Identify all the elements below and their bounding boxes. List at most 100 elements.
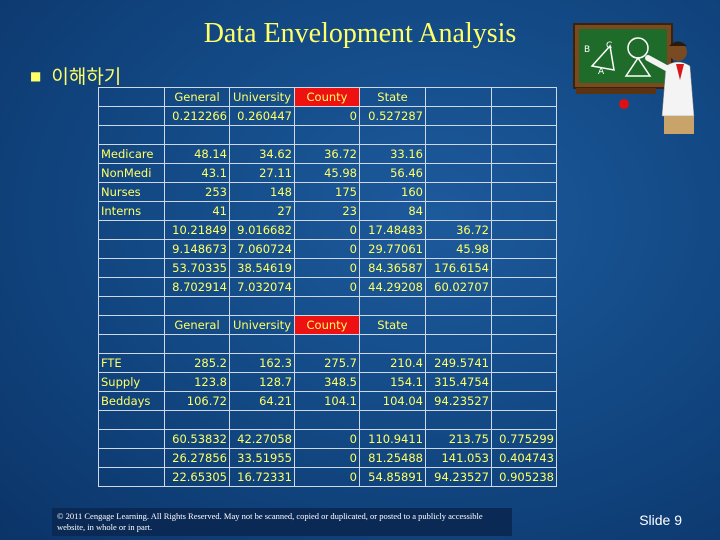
table-cell (425, 125, 492, 145)
table-cell: 94.23527 (425, 391, 492, 411)
table-cell (491, 372, 557, 392)
table-cell: 0 (294, 220, 360, 240)
table-cell (491, 163, 557, 183)
table-cell: 27 (229, 201, 295, 221)
table-cell: 7.060724 (229, 239, 295, 259)
row-label-cell (98, 87, 165, 107)
table-cell (359, 296, 426, 316)
table-cell: 162.3 (229, 353, 295, 373)
table-cell: 33.16 (359, 144, 426, 164)
table-cell (491, 410, 557, 430)
table-cell: 128.7 (229, 372, 295, 392)
row-label-cell: Medicare (98, 144, 165, 164)
table-cell (425, 334, 492, 354)
table-cell (425, 163, 492, 183)
table-cell (491, 296, 557, 316)
table-cell: 110.9411 (359, 429, 426, 449)
table-row: 8.702914 7.032074 0 44.29208 60.02707 (98, 277, 557, 297)
table-row: Medicare 48.14 34.62 36.72 33.16 (98, 144, 557, 164)
table-cell: 148 (229, 182, 295, 202)
table-cell: 48.14 (164, 144, 230, 164)
column-header-cell: General (164, 87, 230, 107)
row-label-cell (98, 334, 165, 354)
data-table: General University County State 0.212266 0.26… (98, 87, 557, 487)
column-header-cell (491, 87, 557, 107)
table-cell: 36.72 (425, 220, 492, 240)
board-letter-a: A (598, 67, 605, 77)
table-cell: 8.702914 (164, 277, 230, 297)
board-letter-b: B (584, 45, 590, 55)
table-row: 53.70335 38.54619 0 84.36587 176.6154 (98, 258, 557, 278)
table-cell: 16.72331 (229, 467, 295, 487)
table-cell: 44.29208 (359, 277, 426, 297)
table-cell (359, 334, 426, 354)
table-cell (294, 334, 360, 354)
row-label-cell: Nurses (98, 182, 165, 202)
table-row: Beddays 106.72 64.21 104.1 104.04 94.23527 (98, 391, 557, 411)
row-label-cell (98, 296, 165, 316)
table-row: 0.212266 0.260447 0 0.527287 (98, 106, 557, 126)
table-cell: 0.905238 (491, 467, 557, 487)
column-header-cell: State (359, 87, 426, 107)
row-label-cell (98, 277, 165, 297)
row-label-cell (98, 106, 165, 126)
table-cell: 64.21 (229, 391, 295, 411)
table-cell: 0.260447 (229, 106, 295, 126)
table-cell: 275.7 (294, 353, 360, 373)
bullet-text: 이해하기 (51, 66, 122, 88)
table-cell: 9.148673 (164, 239, 230, 259)
table-cell: 84.36587 (359, 258, 426, 278)
column-header-cell: University (229, 87, 295, 107)
row-label-cell: NonMedi (98, 163, 165, 183)
row-label-cell: Interns (98, 201, 165, 221)
table-cell (491, 258, 557, 278)
row-label-cell: Supply (98, 372, 165, 392)
table-cell: 213.75 (425, 429, 492, 449)
table-row: 22.65305 16.72331 0 54.85891 94.23527 0.90523… (98, 467, 557, 487)
table-cell: 104.04 (359, 391, 426, 411)
table-cell: 81.25488 (359, 448, 426, 468)
table-cell: 10.21849 (164, 220, 230, 240)
table-cell: 0 (294, 258, 360, 278)
table-cell: 315.4754 (425, 372, 492, 392)
table-cell: 22.65305 (164, 467, 230, 487)
row-label-cell (98, 125, 165, 145)
bullet-item: ■ 이해하기 (30, 62, 121, 89)
table-cell: 60.02707 (425, 277, 492, 297)
table-cell: 60.53832 (164, 429, 230, 449)
column-header-cell: County (294, 87, 360, 107)
table-row (98, 410, 557, 430)
table-cell: 123.8 (164, 372, 230, 392)
table-cell: 17.48483 (359, 220, 426, 240)
row-label-cell (98, 258, 165, 278)
table-cell: 45.98 (294, 163, 360, 183)
table-cell (164, 125, 230, 145)
table-cell (491, 334, 557, 354)
table-cell (491, 391, 557, 411)
column-header-cell (491, 315, 557, 335)
table-row: Supply 123.8 128.7 348.5 154.1 315.4754 (98, 372, 557, 392)
table-cell: 106.72 (164, 391, 230, 411)
table-cell: 34.62 (229, 144, 295, 164)
row-label-cell (98, 315, 165, 335)
table-cell: 141.053 (425, 448, 492, 468)
table-cell: 0 (294, 106, 360, 126)
table-cell (229, 296, 295, 316)
table-cell (164, 334, 230, 354)
table-cell (425, 182, 492, 202)
table-cell (425, 201, 492, 221)
table-cell (294, 410, 360, 430)
row-label-cell (98, 429, 165, 449)
table-cell: 53.70335 (164, 258, 230, 278)
table-cell: 38.54619 (229, 258, 295, 278)
table-cell: 23 (294, 201, 360, 221)
row-label-cell (98, 410, 165, 430)
table-cell (229, 334, 295, 354)
table-cell (359, 125, 426, 145)
table-cell: 0 (294, 448, 360, 468)
table-cell (425, 144, 492, 164)
copyright-notice: © 2011 Cengage Learning. All Rights Rese… (52, 508, 512, 536)
table-cell: 0.212266 (164, 106, 230, 126)
table-cell: 26.27856 (164, 448, 230, 468)
table-cell: 154.1 (359, 372, 426, 392)
